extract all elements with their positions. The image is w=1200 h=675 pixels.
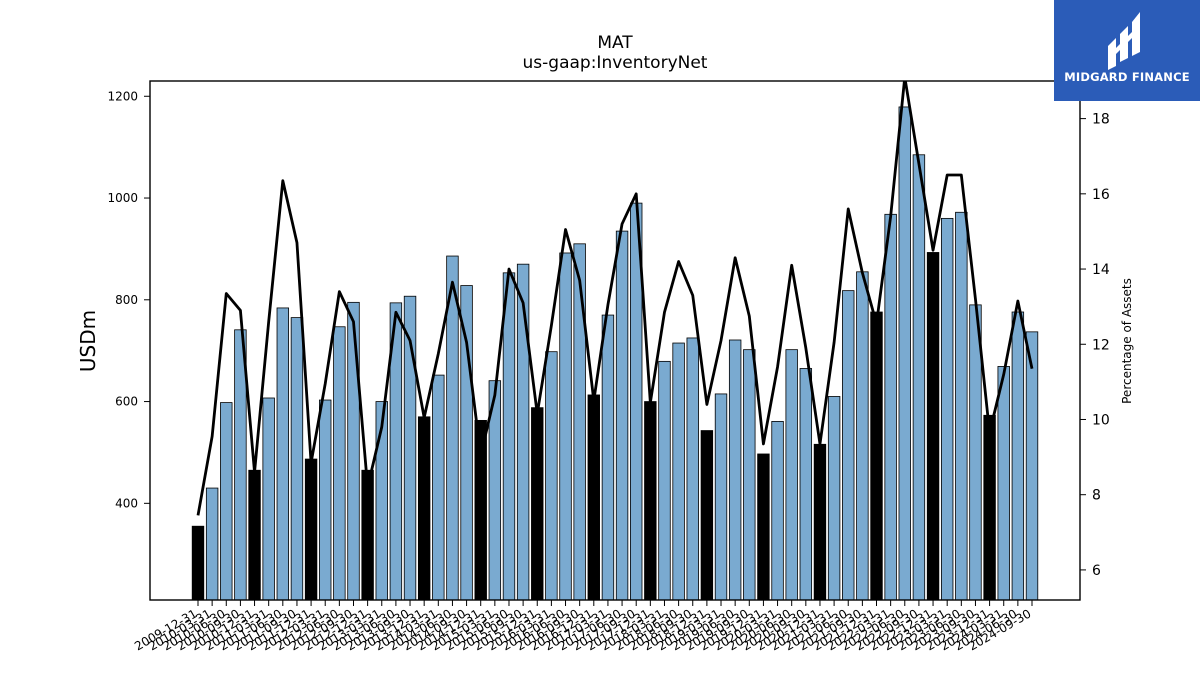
y2-tick-label: 10	[1092, 412, 1110, 428]
bar-2017-03-31	[601, 314, 615, 601]
bar-2022-03-31	[884, 213, 897, 601]
percentage-line	[196, 81, 1034, 516]
brand-logo: MIDGARD FINANCE	[1054, 0, 1200, 101]
bar-2018-12-31	[700, 430, 714, 601]
bar-2019-03-31	[714, 393, 728, 601]
bar-2012-06-30	[333, 326, 346, 601]
bar-2023-12-31	[983, 414, 996, 601]
bar-2016-12-31	[587, 394, 600, 601]
y2-tick-label: 14	[1092, 262, 1110, 278]
bar-2012-12-31	[361, 469, 374, 601]
bars-group	[191, 106, 1039, 601]
chart-title: MAT	[597, 33, 633, 53]
bar-2017-12-31	[644, 401, 657, 601]
bar-2024-09-30	[1025, 331, 1039, 601]
bar-2023-06-30	[955, 211, 968, 601]
bar-2020-03-31	[771, 420, 784, 601]
y2-tick-label: 16	[1092, 187, 1110, 203]
bar-2012-03-31	[319, 399, 332, 601]
y2-tick-label: 6	[1092, 563, 1101, 579]
bar-2018-03-31	[658, 360, 671, 601]
bar-2015-12-31	[531, 407, 544, 601]
midgard-logo-icon	[1108, 12, 1140, 70]
bar-2009-12-31	[191, 525, 205, 601]
y2-tick-label: 12	[1092, 337, 1110, 353]
bar-2011-12-31	[304, 458, 318, 601]
bar-2019-09-30	[743, 349, 756, 601]
bar-2011-06-30	[276, 307, 290, 601]
bar-2017-06-30	[615, 230, 629, 601]
bar-2024-06-30	[1011, 311, 1025, 601]
y-tick-label: 1200	[107, 89, 138, 103]
y-tick-label: 400	[115, 496, 138, 510]
bar-2018-09-30	[686, 337, 699, 601]
y-axis: 400 600 800 1000 1200	[107, 89, 150, 510]
bar-2016-06-30	[559, 252, 572, 601]
bar-2015-09-30	[516, 263, 530, 601]
plot-frame	[149, 80, 1081, 601]
y-tick-label: 600	[115, 395, 138, 409]
bar-2022-06-30	[898, 106, 911, 601]
y-tick-label: 800	[115, 293, 138, 307]
y-tick-label: 1000	[107, 191, 138, 205]
bar-2011-09-30	[290, 317, 304, 601]
bar-2021-06-30	[842, 290, 855, 601]
bar-2014-03-31	[432, 374, 445, 601]
bar-2012-09-30	[347, 301, 360, 601]
bar-2024-03-31	[997, 366, 1010, 601]
bar-2010-06-30	[220, 402, 233, 601]
bar-2014-09-30	[460, 285, 473, 601]
y2-tick-label: 8	[1092, 488, 1101, 504]
bar-2020-12-31	[813, 443, 827, 601]
y-axis-label: USDm	[76, 310, 100, 372]
bar-2021-09-30	[856, 271, 869, 601]
y2-tick-label: 18	[1092, 112, 1110, 128]
bar-2021-03-31	[827, 396, 841, 601]
bar-2023-03-31	[940, 217, 954, 601]
x-axis: 2009-12-312010-03-312010-06-302010-09-30…	[132, 600, 1034, 653]
bar-2010-03-31	[205, 487, 219, 601]
bar-2011-03-31	[262, 397, 275, 601]
bar-2010-12-31	[248, 469, 261, 601]
bar-2015-06-30	[502, 272, 516, 601]
bar-2020-06-30	[785, 349, 798, 601]
bar-2018-06-30	[672, 342, 685, 601]
logo-text: MIDGARD FINANCE	[1064, 70, 1190, 84]
bar-2022-09-30	[912, 154, 926, 601]
line-group	[196, 81, 1034, 516]
bar-2021-12-31	[870, 311, 883, 601]
bar-2016-09-30	[573, 243, 586, 601]
bar-2016-03-31	[545, 351, 558, 601]
bar-2013-12-31	[417, 416, 431, 601]
y2-axis: 6 8 10 12 14 16 18	[1080, 112, 1110, 579]
y2-axis-label: Percentage of Assets	[1120, 278, 1134, 404]
bar-2019-06-30	[728, 339, 742, 601]
bar-2019-12-31	[757, 453, 770, 601]
chart-subtitle: us-gaap:InventoryNet	[523, 53, 708, 73]
bar-2020-09-30	[799, 368, 813, 601]
bar-2022-12-31	[926, 252, 940, 601]
